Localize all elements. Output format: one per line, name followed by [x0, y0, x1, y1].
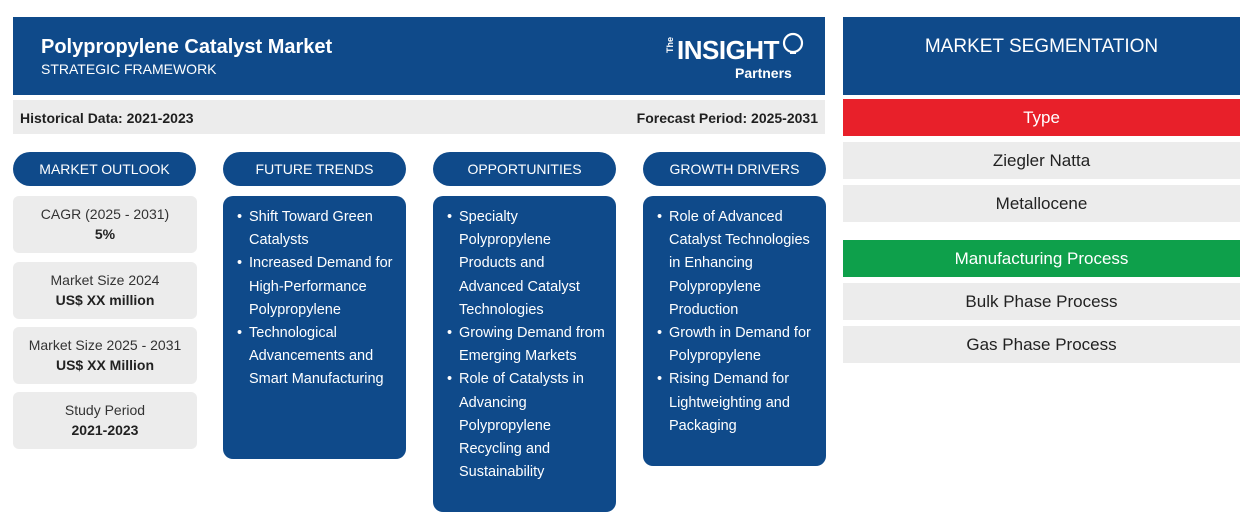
opportunities-panel: Specialty Polypropylene Products and Adv…: [433, 196, 616, 512]
logo-the: The: [665, 37, 675, 54]
stat-value: 2021-2023: [71, 422, 139, 438]
opportunities-heading: OPPORTUNITIES: [433, 152, 616, 186]
report-header: Polypropylene Catalyst Market STRATEGIC …: [13, 17, 825, 95]
segment-item-ziegler-natta: Ziegler Natta: [843, 142, 1240, 179]
stat-cagr: CAGR (2025 - 2031) 5%: [13, 196, 197, 253]
list-item: Growth in Demand for Polypropylene: [657, 322, 818, 368]
stat-label: CAGR (2025 - 2031): [40, 206, 170, 222]
report-subtitle: STRATEGIC FRAMEWORK: [41, 61, 217, 77]
period-bar: Historical Data: 2021-2023 Forecast Peri…: [13, 100, 825, 134]
market-segmentation-heading: MARKET SEGMENTATION: [843, 17, 1240, 95]
stat-study-period: Study Period 2021-2023: [13, 392, 197, 449]
list-item: Role of Catalysts in Advancing Polypropy…: [447, 368, 608, 484]
segment-item-gas-phase: Gas Phase Process: [843, 326, 1240, 363]
growth-drivers-panel: Role of Advanced Catalyst Technologies i…: [643, 196, 826, 466]
report-title: Polypropylene Catalyst Market: [41, 36, 333, 58]
logo-insight: INSIGHT: [677, 35, 779, 65]
segment-item-metallocene: Metallocene: [843, 185, 1240, 222]
stat-market-size-2024: Market Size 2024 US$ XX million: [13, 262, 197, 319]
list-item: Role of Advanced Catalyst Technologies i…: [657, 206, 818, 322]
stat-value: 5%: [94, 226, 116, 242]
stat-label: Study Period: [64, 402, 146, 418]
growth-drivers-heading: GROWTH DRIVERS: [643, 152, 826, 186]
segment-manufacturing-process-heading: Manufacturing Process: [843, 240, 1240, 277]
future-trends-heading: FUTURE TRENDS: [223, 152, 406, 186]
stat-value: US$ XX Million: [55, 357, 154, 373]
list-item: Increased Demand for High-Performance Po…: [237, 252, 398, 322]
stat-market-size-forecast: Market Size 2025 - 2031 US$ XX Million: [13, 327, 197, 384]
stat-label: Market Size 2024: [50, 272, 160, 288]
forecast-period: Forecast Period: 2025-2031: [636, 110, 818, 126]
list-item: Rising Demand for Lightweighting and Pac…: [657, 368, 818, 438]
list-item: Growing Demand from Emerging Markets: [447, 322, 608, 368]
logo-partners: Partners: [735, 65, 792, 81]
segment-item-bulk-phase: Bulk Phase Process: [843, 283, 1240, 320]
list-item: Shift Toward Green Catalysts: [237, 206, 398, 252]
stat-label: Market Size 2025 - 2031: [28, 337, 182, 353]
list-item: Technological Advancements and Smart Man…: [237, 322, 398, 392]
insight-partners-logo: The INSIGHT Partners: [663, 31, 804, 85]
historical-period: Historical Data: 2021-2023: [20, 110, 194, 126]
segment-type-heading: Type: [843, 99, 1240, 136]
market-outlook-heading: MARKET OUTLOOK: [13, 152, 196, 186]
logo-bulb-icon: [782, 32, 804, 54]
future-trends-panel: Shift Toward Green Catalysts Increased D…: [223, 196, 406, 459]
stat-value: US$ XX million: [55, 292, 155, 308]
list-item: Specialty Polypropylene Products and Adv…: [447, 206, 608, 322]
